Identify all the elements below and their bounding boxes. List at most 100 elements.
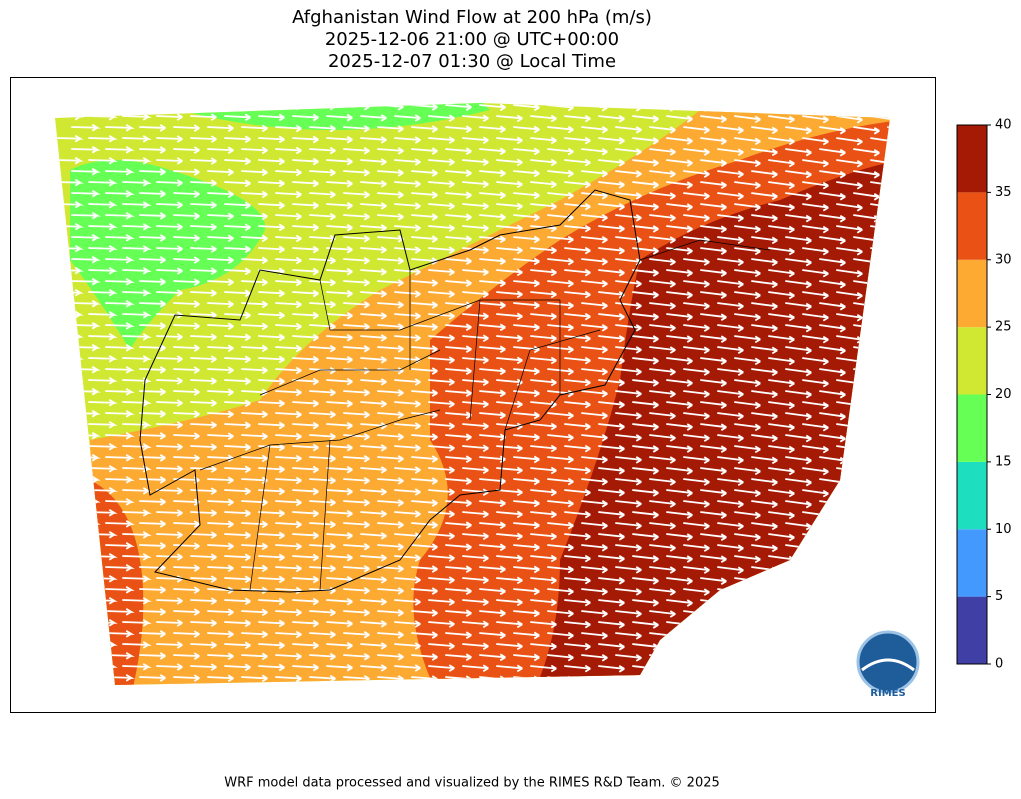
wind-arrow: [496, 642, 523, 651]
wind-arrow: [717, 676, 744, 685]
wind-arrow: [632, 688, 658, 694]
wind-arrow: [717, 588, 744, 597]
wind-arrow: [309, 124, 336, 133]
wind-arrow: [836, 247, 863, 256]
wind-arrow: [241, 542, 268, 551]
wind-arrow: [292, 687, 318, 693]
wind-arrow: [479, 499, 506, 508]
wind-arrow: [921, 699, 947, 706]
wind-arrow: [666, 225, 693, 233]
wind-arrow: [275, 190, 302, 199]
wind-arrow: [173, 410, 200, 418]
wind-arrow: [802, 467, 829, 476]
wind-arrow: [598, 269, 625, 277]
wind-arrow: [904, 292, 930, 299]
wind-arrow: [258, 443, 285, 452]
wind-arrow: [649, 500, 676, 508]
wind-arrow: [904, 600, 930, 607]
wind-arrow: [156, 443, 183, 451]
wind-arrow: [649, 148, 676, 156]
wind-arrow: [921, 347, 947, 354]
wind-arrow: [513, 345, 540, 354]
wind-arrow: [377, 345, 404, 353]
wind-arrow: [394, 510, 421, 518]
wind-arrow: [870, 379, 890, 388]
wind-arrow: [445, 455, 472, 463]
colorbar: 0 5 10 15 20 25 30 35 40: [956, 118, 1012, 672]
wind-arrow: [343, 653, 370, 661]
wind-arrow: [428, 400, 455, 408]
wind-arrow: [139, 278, 166, 286]
wind-arrow: [496, 598, 523, 607]
wind-arrow: [836, 313, 863, 322]
wind-arrow: [71, 607, 101, 616]
wind-arrow: [564, 268, 591, 277]
wind-arrow: [615, 434, 642, 442]
wind-arrow: [207, 300, 234, 309]
wind-arrow: [55, 156, 84, 165]
wind-arrow: [292, 179, 319, 188]
wind-arrow: [649, 390, 676, 398]
wind-arrow: [819, 610, 846, 619]
wind-arrow: [207, 476, 234, 485]
wind-arrow: [241, 410, 268, 419]
wind-arrow: [615, 676, 642, 684]
wind-arrow: [105, 652, 135, 660]
wind-arrow: [224, 421, 251, 430]
wind-arrow: [717, 699, 743, 705]
wind-arrow: [411, 279, 438, 287]
wind-arrow: [55, 684, 84, 685]
wind-arrow: [343, 565, 370, 573]
wind-arrow: [343, 411, 370, 419]
wind-arrow: [700, 665, 727, 673]
wind-arrow: [88, 398, 118, 407]
wind-arrow: [904, 534, 930, 541]
wind-arrow: [190, 575, 217, 583]
wind-arrow: [700, 291, 727, 299]
wind-arrow: [71, 123, 101, 132]
wind-arrow: [258, 355, 285, 364]
wind-arrow: [377, 587, 404, 595]
wind-arrow: [258, 421, 285, 430]
wind-arrow: [581, 213, 608, 222]
wind-arrow: [547, 323, 574, 332]
wind-arrow: [734, 621, 761, 630]
wind-arrow: [887, 104, 890, 113]
wind-arrow: [615, 699, 641, 705]
wind-arrow: [700, 357, 727, 365]
wind-arrow: [819, 544, 846, 553]
wind-arrow: [802, 643, 829, 652]
wind-arrow: [326, 687, 352, 693]
wind-arrow: [326, 553, 353, 562]
wind-arrow: [513, 191, 540, 200]
wind-arrow: [904, 182, 930, 189]
wind-arrow: [717, 412, 744, 421]
wind-arrow: [904, 380, 930, 387]
wind-arrow: [309, 256, 336, 265]
wind-arrow: [785, 478, 812, 487]
wind-arrow: [666, 379, 693, 387]
wind-arrow: [224, 157, 251, 166]
wind-arrow: [428, 532, 455, 540]
wind-arrow: [309, 322, 336, 331]
wind-arrow: [462, 620, 489, 629]
colorbar-tick-label: 35: [995, 185, 1012, 200]
wind-arrow: [717, 390, 744, 399]
wind-arrow: [581, 345, 608, 354]
wind-arrow: [649, 412, 676, 420]
wind-arrow: [343, 587, 370, 595]
wind-arrow: [224, 575, 251, 584]
wind-arrow: [445, 367, 472, 375]
wind-arrow: [411, 367, 438, 375]
wind-arrow: [513, 411, 540, 420]
wind-arrow: [241, 366, 268, 375]
wind-arrow: [275, 698, 301, 704]
wind-arrow: [598, 688, 624, 694]
wind-arrow: [173, 234, 200, 242]
wind-arrow: [88, 332, 118, 341]
wind-arrow: [122, 487, 152, 495]
wind-arrow: [88, 178, 118, 187]
wind-arrow: [768, 115, 795, 124]
wind-arrow: [513, 565, 540, 574]
wind-arrow: [360, 356, 387, 364]
